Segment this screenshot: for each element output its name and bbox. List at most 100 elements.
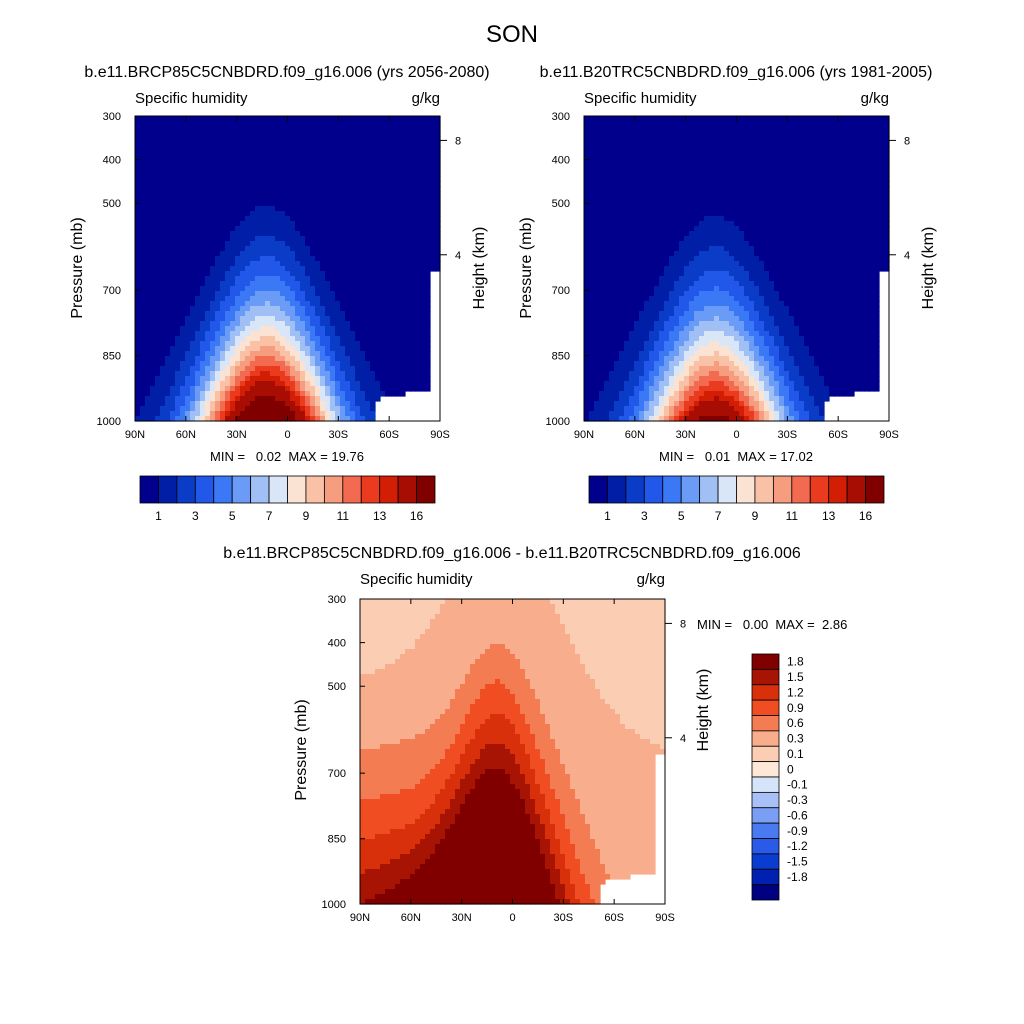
contour-cell bbox=[764, 171, 770, 177]
x-tick-label: 30S bbox=[329, 429, 349, 441]
contour-cell bbox=[420, 161, 426, 167]
contour-cell bbox=[270, 171, 276, 177]
contour-cell bbox=[804, 206, 810, 212]
contour-cell bbox=[619, 136, 625, 142]
contour-cell bbox=[719, 116, 725, 122]
contour-cell bbox=[275, 301, 281, 307]
contour-cell bbox=[245, 151, 251, 157]
contour-cell bbox=[245, 271, 251, 277]
contour-cell bbox=[145, 151, 151, 157]
contour-cell bbox=[350, 396, 356, 402]
contour-cell bbox=[185, 146, 191, 152]
contour-cell bbox=[395, 266, 401, 272]
contour-cell bbox=[614, 116, 620, 122]
contour-cell bbox=[205, 236, 211, 242]
contour-cell bbox=[744, 121, 750, 127]
contour-cell bbox=[335, 136, 341, 142]
contour-cell bbox=[185, 256, 191, 262]
contour-cell bbox=[325, 211, 331, 217]
contour-cell bbox=[340, 416, 346, 422]
contour-cell bbox=[175, 341, 181, 347]
contour-cell bbox=[285, 306, 291, 312]
contour-cell bbox=[265, 321, 271, 327]
contour-cell bbox=[345, 126, 351, 132]
contour-cell bbox=[659, 156, 665, 162]
contour-cell bbox=[400, 166, 406, 172]
contour-cell bbox=[285, 141, 291, 147]
contour-cell bbox=[160, 171, 166, 177]
contour-cell bbox=[420, 186, 426, 192]
contour-cell bbox=[689, 211, 695, 217]
contour-cell bbox=[694, 156, 700, 162]
contour-cell bbox=[180, 316, 186, 322]
contour-cell bbox=[375, 126, 381, 132]
contour-cell bbox=[380, 301, 386, 307]
contour-cell bbox=[235, 216, 241, 222]
contour-cell bbox=[385, 271, 391, 277]
contour-cell bbox=[689, 166, 695, 172]
contour-cell bbox=[185, 371, 191, 377]
contour-cell bbox=[275, 316, 281, 322]
contour-cell bbox=[160, 321, 166, 327]
contour-cell bbox=[240, 291, 246, 297]
contour-cell bbox=[634, 191, 640, 197]
contour-cell bbox=[260, 186, 266, 192]
contour-cell bbox=[255, 186, 261, 192]
contour-cell bbox=[165, 291, 171, 297]
contour-cell bbox=[400, 121, 406, 127]
contour-cell bbox=[230, 196, 236, 202]
contour-cell bbox=[225, 401, 231, 407]
contour-cell bbox=[874, 211, 880, 217]
contour-cell bbox=[659, 126, 665, 132]
contour-cell bbox=[824, 121, 830, 127]
contour-cell bbox=[305, 381, 311, 387]
contour-cell bbox=[689, 191, 695, 197]
contour-cell bbox=[360, 311, 366, 317]
contour-cell bbox=[160, 196, 166, 202]
contour-cell bbox=[210, 336, 216, 342]
contour-cell bbox=[195, 181, 201, 187]
contour-field bbox=[584, 116, 890, 422]
contour-cell bbox=[350, 361, 356, 367]
contour-cell bbox=[265, 371, 271, 377]
contour-cell bbox=[200, 271, 206, 277]
contour-cell bbox=[240, 306, 246, 312]
contour-cell bbox=[649, 166, 655, 172]
contour-cell bbox=[759, 126, 765, 132]
contour-cell bbox=[305, 341, 311, 347]
contour-cell bbox=[140, 351, 146, 357]
contour-cell bbox=[395, 261, 401, 267]
contour-cell bbox=[275, 176, 281, 182]
contour-cell bbox=[370, 326, 376, 332]
contour-cell bbox=[220, 296, 226, 302]
contour-cell bbox=[290, 141, 296, 147]
contour-cell bbox=[365, 391, 371, 397]
contour-cell bbox=[844, 206, 850, 212]
contour-cell bbox=[290, 381, 296, 387]
contour-cell bbox=[744, 166, 750, 172]
contour-cell bbox=[689, 186, 695, 192]
contour-cell bbox=[869, 166, 875, 172]
contour-cell bbox=[210, 211, 216, 217]
contour-cell bbox=[874, 181, 880, 187]
contour-cell bbox=[734, 196, 740, 202]
contour-cell bbox=[345, 366, 351, 372]
contour-cell bbox=[140, 126, 146, 132]
contour-cell bbox=[370, 136, 376, 142]
contour-cell bbox=[370, 256, 376, 262]
contour-cell bbox=[170, 171, 176, 177]
contour-cell bbox=[644, 156, 650, 162]
contour-cell bbox=[410, 286, 416, 292]
contour-cell bbox=[200, 371, 206, 377]
contour-cell bbox=[255, 246, 261, 252]
contour-cell bbox=[200, 291, 206, 297]
contour-cell bbox=[355, 336, 361, 342]
contour-cell bbox=[295, 331, 301, 337]
contour-cell bbox=[285, 391, 291, 397]
contour-cell bbox=[275, 336, 281, 342]
contour-cell bbox=[699, 206, 705, 212]
contour-cell bbox=[380, 326, 386, 332]
contour-cell bbox=[609, 206, 615, 212]
contour-cell bbox=[365, 216, 371, 222]
contour-cell bbox=[270, 131, 276, 137]
